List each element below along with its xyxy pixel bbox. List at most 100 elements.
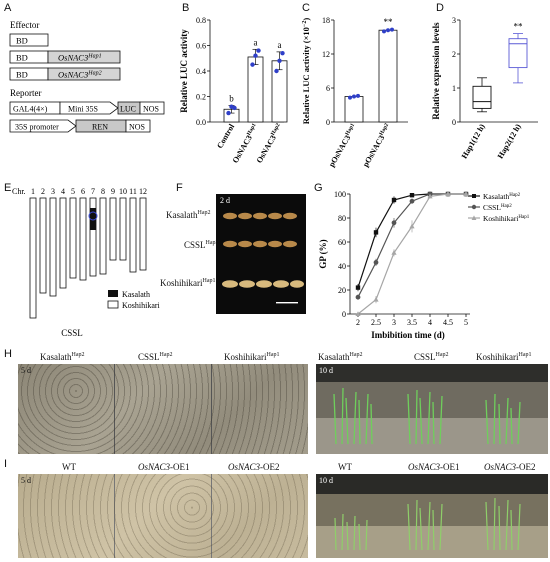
i-right-label-oe1: OsNAC3-OE1 [408,462,460,472]
c-y-tick-label: 6 [326,84,330,93]
e-legend-kasalath-label: Kasalath [122,290,150,299]
g-x-tick-label: 4 [428,318,432,327]
c-data-point [390,27,394,32]
e-chr-number: 7 [91,187,95,196]
g-data-point [373,230,379,235]
c-bar [344,96,364,123]
b-y-tick-label: 0.0 [196,118,206,127]
panel-letter-c: C [302,2,310,14]
g-data-point [463,191,469,196]
b-data-point [280,50,285,56]
g-x-tick-label: 2 [356,318,360,327]
nos-label-1: NOS [143,105,159,114]
h-right-label-kasalath: KasalathHap2 [318,352,363,362]
seed-photo: 2 d [216,194,306,314]
d-x-tick-label: Hap1(12 h) [460,122,487,160]
g-data-point [409,198,415,204]
c-x-tick-label: pOsNAC3Hap1 [327,122,359,168]
g-data-point [355,285,361,290]
e-chr-number: 6 [81,187,85,196]
h-left-soil-photo: 5 d [18,364,308,454]
nos-box-1 [139,101,165,115]
g-series-line [357,193,466,298]
osnac3-hap1-box [47,50,121,64]
d-y-tick-label: 0 [452,118,456,127]
i-right-time: 10 d [319,476,333,485]
g-legend-label: KasalathHap2 [483,192,521,201]
f-label-koshihikari: KoshihikariHap1 [160,278,216,288]
b-y-tick-label: 0.8 [196,16,206,25]
promoter35s-arrow [9,119,77,133]
e-locus-marker [88,211,98,221]
i-label-oe2: OsNAC3-OE2 [228,462,280,472]
osnac3-hap1-label: OsNAC3Hap1 [58,53,102,63]
g-legend-label: KoshihikariHap1 [483,214,530,223]
d-y-tick-label: 1 [452,84,456,93]
g-y-tick-label: 40 [338,262,346,271]
g-legend-marker [471,215,477,220]
e-chr-number: 5 [71,187,75,196]
b-y-tick-label: 0.2 [196,93,206,102]
c-y-axis-label: Relative LUC activity (×10−2) [301,18,311,125]
e-chromosome-bar [39,197,47,294]
panel-letter-e: E [4,182,12,194]
e-kasalath-segment [90,208,96,230]
d-x-tick-label: Hap2(12 h) [496,122,523,160]
g-y-tick-label: 100 [334,190,346,199]
g-data-point [409,193,415,198]
b-data-point [256,48,261,53]
i-seedlings [334,497,521,551]
h-right-time: 10 d [319,366,333,375]
c-bar [378,29,398,123]
i-left-soil-photo: 5 d [18,474,308,558]
e-chr-number: 11 [129,187,137,196]
g-x-tick-label: 4.5 [443,318,453,327]
d-box [472,85,492,109]
e-chr-label: Chr. [12,187,26,196]
c-data-point [356,93,360,98]
b-data-point [277,58,282,63]
h-label-kasalath: KasalathHap2 [40,352,85,362]
g-x-axis-label: Imbibition time (d) [371,330,445,340]
panel-g-line-chart: 0 20 40 60 80 100 2 2.5 3 3.5 4 4.5 5 Imbibition time… [318,190,530,340]
promoter35s-label: 35S promoter [15,123,59,132]
b-significance-letter: b [229,93,234,103]
panel-b-bar-chart: 0.0 0.2 0.4 0.6 0.8 Relative LUC activity b Con… [179,16,288,165]
e-chr-number: 1 [31,187,35,196]
g-y-tick-label: 60 [338,238,346,247]
effector-label: Effector [10,20,39,30]
i-label-oe1: OsNAC3-OE1 [138,462,190,472]
h-right-label-koshihikari: KoshihikariHap1 [476,352,532,362]
e-chr-number: 12 [139,187,147,196]
seed-grains [222,212,304,304]
b-y-tick-label: 0.4 [196,67,206,76]
i-label-wt: WT [62,462,76,472]
e-chromosome-bar [139,197,147,271]
g-y-tick-label: 0 [342,310,346,319]
e-chromosome-bar [69,197,77,279]
g-series-line [357,193,466,315]
b-y-tick-label: 0.6 [196,42,206,51]
g-data-point [373,296,379,302]
b-significance-letter: a [254,37,258,47]
e-chr-number: 8 [101,187,105,196]
e-legend-kasalath-swatch [108,290,118,297]
c-data-point [386,28,390,33]
luc-label: LUC [120,105,136,114]
panel-letter-h: H [4,348,12,360]
c-data-point [348,95,352,100]
b-data-point [274,68,279,74]
e-chromosome-bar [99,197,107,275]
e-chr-number: 3 [51,187,55,196]
bd-label-3: BD [16,70,28,80]
panel-letter-a: A [4,2,12,14]
g-data-point [391,250,397,255]
g-data-point [409,223,415,229]
e-chromosome-bar [119,197,127,261]
e-legend-koshihikari-swatch [107,300,119,309]
nos-box-2 [125,119,151,133]
i-right-label-wt: WT [338,462,352,472]
g-y-axis-label: GP (%) [318,239,328,268]
nos-label-2: NOS [129,123,145,132]
b-bar [247,56,264,123]
